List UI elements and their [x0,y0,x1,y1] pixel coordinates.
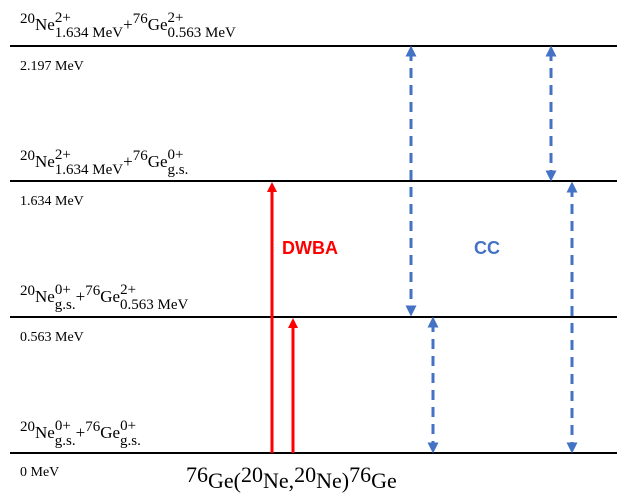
ge-symbol: Ge [100,423,120,442]
dwba-label: DWBA [282,238,338,258]
plus-sign: + [123,15,133,34]
residual-symbol: Ge [371,468,397,493]
cc-label: CC [474,238,500,258]
ge-symbol: Ge [148,15,168,34]
ne-symbol: Ne [35,152,55,171]
energy-label-0563: 0.563 MeV [20,330,84,345]
ge-spin-sign: + [128,418,136,434]
residual-mass: 76 [349,462,371,487]
ne-symbol: Ne [35,287,55,306]
ge-spin-sign: + [128,282,136,298]
ne-spin: 0 [55,418,63,434]
ge-symbol: Ge [100,287,120,306]
projectile-symbol: Ne [263,468,289,493]
ne-mass: 20 [20,283,35,299]
ge-energy: g.s. [120,433,141,449]
ne-mass: 20 [20,419,35,435]
target-symbol: Ge [208,468,234,493]
ge-energy: 0.563 MeV [168,25,236,41]
ne-energy: 1.634 MeV [55,162,123,178]
ge-symbol: Ge [148,152,168,171]
ge-spin-sign: + [175,147,183,163]
projectile-mass: 20 [241,462,263,487]
ge-energy: 0.563 MeV [120,297,188,313]
ejectile-mass: 20 [294,462,316,487]
ne-energy: g.s. [55,297,76,313]
state-label-0: 20Ne0+ g.s.+76Ge0+ g.s. [20,418,141,449]
reaction-title: 76Ge(20Ne,20Ne)76Ge [186,462,397,493]
state-label-0563: 20Ne0+ g.s.+76Ge2+ 0.563 MeV [20,282,189,313]
target-mass: 76 [186,462,208,487]
plus-sign: + [76,423,86,442]
ge-mass: 76 [85,283,101,299]
ne-spin-sign: + [62,418,70,434]
ne-spin: 2 [55,10,63,26]
ne-energy: 1.634 MeV [55,25,123,41]
ge-spin: 2 [120,282,128,298]
ge-mass: 76 [85,419,101,435]
open-paren: ( [234,468,241,493]
ne-spin-sign: + [62,10,70,26]
plus-sign: + [76,287,86,306]
ne-spin-sign: + [62,147,70,163]
ne-symbol: Ne [35,423,55,442]
energy-label-1634: 1.634 MeV [20,194,84,209]
ge-mass: 76 [133,11,149,27]
state-label-1634: 20Ne2+ 1.634 MeV+76Ge0+ g.s. [20,147,188,178]
ejectile-symbol: Ne [316,468,342,493]
ge-spin: 0 [120,418,128,434]
ne-mass: 20 [20,11,35,27]
ne-symbol: Ne [35,15,55,34]
ne-spin: 0 [55,282,63,298]
ge-spin: 2 [168,10,176,26]
energy-label-0: 0 MeV [20,465,59,480]
state-label-2197: 20Ne2+ 1.634 MeV+76Ge2+ 0.563 MeV [20,10,236,41]
ge-mass: 76 [133,148,149,164]
energy-label-2197: 2.197 MeV [20,59,84,74]
ge-energy: g.s. [168,162,189,178]
ge-spin-sign: + [175,10,183,26]
ge-spin: 0 [168,147,176,163]
ne-spin-sign: + [62,282,70,298]
comma: , [289,468,295,493]
close-paren: ) [342,468,349,493]
ne-energy: g.s. [55,433,76,449]
ne-mass: 20 [20,148,35,164]
ne-spin: 2 [55,147,63,163]
plus-sign: + [123,152,133,171]
